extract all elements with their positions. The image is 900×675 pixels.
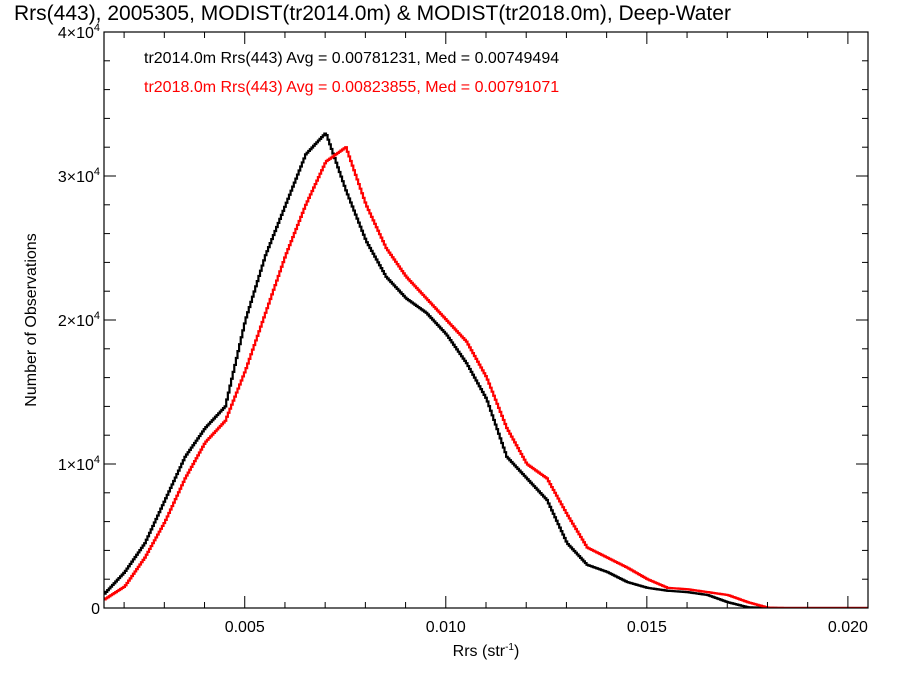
- x-tick-label: 0.005: [225, 619, 265, 636]
- y-tick-label: 2×104: [58, 310, 100, 330]
- y-tick-label: 3×104: [58, 166, 100, 186]
- annotation-red: tr2018.0m Rrs(443) Avg = 0.00823855, Med…: [144, 79, 559, 96]
- y-tick-label: 0: [91, 601, 100, 618]
- x-axis-label: Rrs (str-1): [453, 642, 520, 660]
- series-line-black: [104, 132, 868, 608]
- x-axis-ticks: 0.005 0.010 0.015 0.020: [123, 32, 868, 636]
- series-layer: [104, 132, 868, 608]
- x-tick-label: 0.020: [828, 619, 868, 636]
- y-axis-ticks: 0 1×104 2×104 3×104 4×104: [58, 22, 868, 618]
- y-tick-label: 4×104: [58, 22, 100, 42]
- x-axis-label-sup: -1: [505, 642, 514, 653]
- x-tick-label: 0.015: [627, 619, 667, 636]
- chart-title: Rrs(443), 2005305, MODIST(tr2014.0m) & M…: [14, 2, 731, 25]
- x-axis-label-main: Rrs (str: [453, 643, 506, 660]
- series-line-red: [104, 146, 868, 608]
- y-axis-label: Number of Observations: [23, 233, 40, 406]
- y-tick-label: 1×104: [58, 454, 100, 474]
- annotation-black: tr2014.0m Rrs(443) Avg = 0.00781231, Med…: [144, 50, 559, 67]
- x-tick-label: 0.010: [426, 619, 466, 636]
- x-axis-label-tail: ): [514, 643, 519, 660]
